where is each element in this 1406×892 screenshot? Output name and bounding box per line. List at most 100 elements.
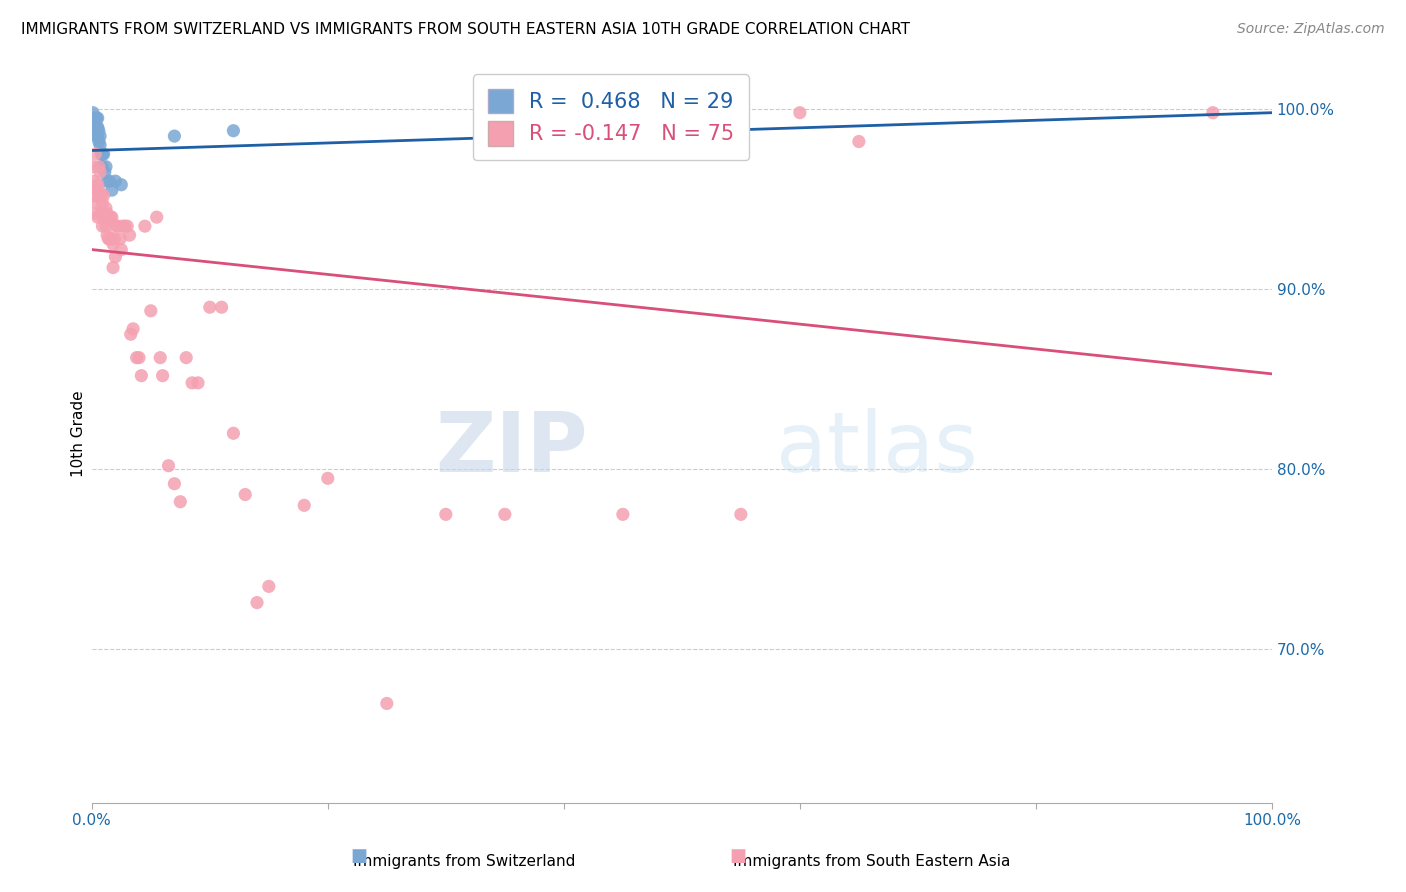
Point xyxy=(122,322,145,336)
Point xyxy=(848,135,870,149)
Point xyxy=(139,303,162,318)
Point xyxy=(233,487,256,501)
Point xyxy=(257,579,280,593)
Point xyxy=(114,219,136,234)
Point xyxy=(91,195,114,210)
Point xyxy=(120,327,142,342)
Point xyxy=(91,147,114,161)
Point xyxy=(87,183,110,197)
Point xyxy=(83,174,105,188)
Point xyxy=(83,188,105,202)
Point xyxy=(93,210,115,224)
Point xyxy=(89,165,111,179)
Text: IMMIGRANTS FROM SWITZERLAND VS IMMIGRANTS FROM SOUTH EASTERN ASIA 10TH GRADE COR: IMMIGRANTS FROM SWITZERLAND VS IMMIGRANT… xyxy=(21,22,910,37)
Point xyxy=(115,219,138,234)
Point xyxy=(84,111,107,125)
Point xyxy=(90,188,112,202)
Point xyxy=(96,228,118,243)
Point xyxy=(101,232,124,246)
Point xyxy=(100,232,122,246)
Point xyxy=(84,195,107,210)
Point xyxy=(94,201,117,215)
Point xyxy=(84,147,107,161)
Point xyxy=(730,508,752,522)
Point xyxy=(82,105,104,120)
Point xyxy=(198,300,221,314)
Point xyxy=(104,174,127,188)
Point xyxy=(84,124,107,138)
Text: ZIP: ZIP xyxy=(434,408,588,489)
Point xyxy=(83,116,105,130)
Point xyxy=(82,160,104,174)
Point xyxy=(152,368,174,383)
Point xyxy=(107,219,129,234)
Point xyxy=(101,260,124,275)
Point xyxy=(494,508,516,522)
Text: ■: ■ xyxy=(730,847,747,865)
Point xyxy=(86,120,108,134)
Point xyxy=(105,219,128,234)
Point xyxy=(1202,105,1225,120)
Point xyxy=(128,351,150,365)
Point xyxy=(86,111,108,125)
Point xyxy=(86,120,108,134)
Point xyxy=(94,160,117,174)
Text: Immigrants from South Eastern Asia: Immigrants from South Eastern Asia xyxy=(733,854,1011,869)
Point xyxy=(101,210,124,224)
Point xyxy=(110,243,132,257)
Point xyxy=(612,508,634,522)
Point xyxy=(149,351,172,365)
Point xyxy=(100,210,122,224)
Point xyxy=(789,105,811,120)
Point xyxy=(98,174,121,188)
Point xyxy=(93,147,115,161)
Point xyxy=(104,250,127,264)
Point xyxy=(98,232,121,246)
Point xyxy=(87,124,110,138)
Point xyxy=(86,210,108,224)
Text: atlas: atlas xyxy=(776,408,979,489)
Point xyxy=(90,206,112,220)
Point xyxy=(86,129,108,144)
Point xyxy=(169,494,191,508)
Point xyxy=(316,471,339,485)
Point xyxy=(90,160,112,174)
Point xyxy=(96,206,118,220)
Point xyxy=(134,219,156,234)
Point xyxy=(83,111,105,125)
Point xyxy=(375,697,398,711)
Legend: R =  0.468   N = 29, R = -0.147   N = 75: R = 0.468 N = 29, R = -0.147 N = 75 xyxy=(472,74,749,160)
Point xyxy=(91,160,114,174)
Point xyxy=(97,232,120,246)
Point xyxy=(87,135,110,149)
Point xyxy=(86,111,108,125)
Point xyxy=(181,376,204,390)
Point xyxy=(292,499,315,513)
Point xyxy=(94,219,117,234)
Point xyxy=(86,178,108,192)
Point xyxy=(125,351,148,365)
Text: ■: ■ xyxy=(350,847,367,865)
Point xyxy=(87,160,110,174)
Point xyxy=(131,368,153,383)
Point xyxy=(86,206,108,220)
Text: Source: ZipAtlas.com: Source: ZipAtlas.com xyxy=(1237,22,1385,37)
Point xyxy=(111,219,134,234)
Point xyxy=(157,458,180,473)
Point xyxy=(94,165,117,179)
Point xyxy=(246,596,269,610)
Point xyxy=(103,232,125,246)
Point xyxy=(98,213,121,227)
Point xyxy=(222,426,245,441)
Point xyxy=(145,210,167,224)
Point xyxy=(86,183,108,197)
Point xyxy=(110,178,132,192)
Point xyxy=(101,237,124,252)
Point xyxy=(101,183,124,197)
Point xyxy=(434,508,457,522)
Point xyxy=(96,174,118,188)
Point xyxy=(174,351,197,365)
Point xyxy=(89,188,111,202)
Point xyxy=(86,129,108,144)
Point xyxy=(211,300,233,314)
